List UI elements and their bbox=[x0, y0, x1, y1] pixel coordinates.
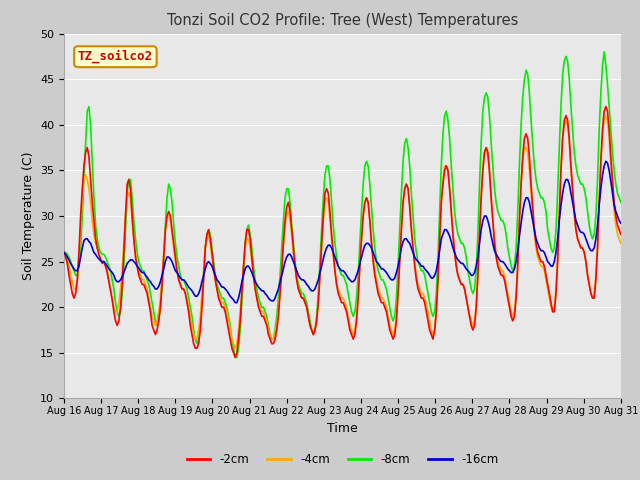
X-axis label: Time: Time bbox=[327, 421, 358, 434]
Title: Tonzi Soil CO2 Profile: Tree (West) Temperatures: Tonzi Soil CO2 Profile: Tree (West) Temp… bbox=[166, 13, 518, 28]
Legend: -2cm, -4cm, -8cm, -16cm: -2cm, -4cm, -8cm, -16cm bbox=[182, 448, 503, 470]
Y-axis label: Soil Temperature (C): Soil Temperature (C) bbox=[22, 152, 35, 280]
Text: TZ_soilco2: TZ_soilco2 bbox=[78, 50, 153, 63]
